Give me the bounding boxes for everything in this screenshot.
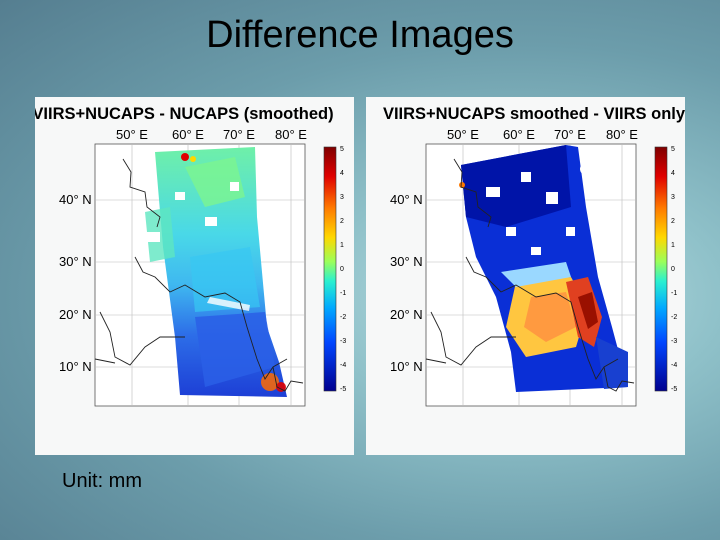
lat-label: 20° N — [390, 307, 423, 322]
difference-field — [135, 147, 287, 397]
difference-map-left: VIIRS+NUCAPS - NUCAPS (smoothed) 50° E 6… — [35, 105, 346, 407]
colorbar-tick: -4 — [340, 362, 346, 369]
lat-label: 10° N — [59, 359, 92, 374]
lat-label: 40° N — [390, 192, 423, 207]
map-title: VIIRS+NUCAPS smoothed - VIIRS only — [383, 105, 685, 123]
colorbar-tick: 4 — [671, 170, 675, 177]
colorbar-tick: 5 — [671, 146, 675, 153]
coastlines — [425, 158, 635, 392]
colorbar-tick: 3 — [671, 194, 675, 201]
colorbar-tick: 3 — [340, 194, 344, 201]
lat-label: 30° N — [390, 254, 423, 269]
lon-label: 50° E — [447, 127, 479, 142]
difference-map-right: VIIRS+NUCAPS smoothed - VIIRS only 50° E… — [383, 105, 685, 407]
map-title: VIIRS+NUCAPS - NUCAPS (smoothed) — [35, 105, 334, 123]
difference-field — [459, 145, 628, 392]
colorbar-tick: 0 — [340, 266, 344, 273]
lat-label: 40° N — [59, 192, 92, 207]
colorbar-tick: -1 — [340, 290, 346, 297]
colorbar-tick: -3 — [671, 338, 677, 345]
colorbar-tick: -2 — [340, 314, 346, 321]
lon-label: 70° E — [554, 127, 586, 142]
colorbar-tick: 2 — [671, 218, 675, 225]
colorbar-tick: -4 — [671, 362, 677, 369]
colorbar-tick: 1 — [671, 242, 675, 249]
colorbar — [654, 146, 668, 392]
colorbar-tick: 0 — [671, 266, 675, 273]
lon-label: 80° E — [606, 127, 638, 142]
slide-title: Difference Images — [206, 14, 514, 56]
colorbar-tick: -3 — [340, 338, 346, 345]
difference-map-panel-left: VIIRS+NUCAPS - NUCAPS (smoothed) 50° E 6… — [35, 97, 354, 455]
colorbar-tick: 1 — [340, 242, 344, 249]
colorbar-tick: 5 — [340, 146, 344, 153]
unit-note: Unit: mm — [62, 470, 142, 492]
lon-label: 60° E — [172, 127, 204, 142]
colorbar-tick: 2 — [340, 218, 344, 225]
lon-label: 80° E — [275, 127, 307, 142]
lon-label: 70° E — [223, 127, 255, 142]
colorbar-tick: -2 — [671, 314, 677, 321]
difference-map-panel-right: VIIRS+NUCAPS smoothed - VIIRS only 50° E… — [366, 97, 685, 455]
lon-label: 50° E — [116, 127, 148, 142]
colorbar — [323, 146, 337, 392]
lat-label: 30° N — [59, 254, 92, 269]
lat-label: 20° N — [59, 307, 92, 322]
lon-label: 60° E — [503, 127, 535, 142]
colorbar-tick: -1 — [671, 290, 677, 297]
colorbar-tick: 4 — [340, 170, 344, 177]
coastlines — [94, 158, 304, 392]
lat-label: 10° N — [390, 359, 423, 374]
colorbar-tick: -5 — [340, 386, 346, 393]
colorbar-tick: -5 — [671, 386, 677, 393]
